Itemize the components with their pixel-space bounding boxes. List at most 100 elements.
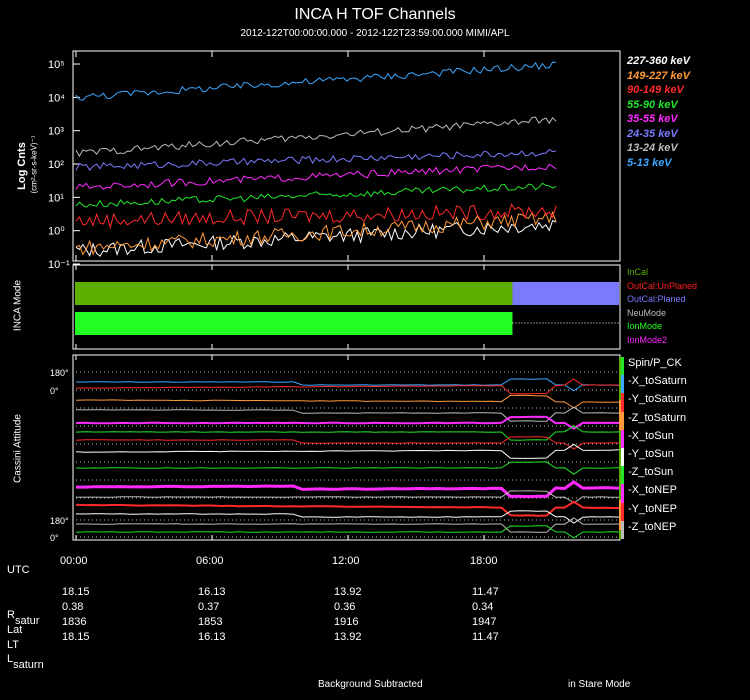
ephemeris-value: 1916	[334, 616, 359, 628]
flux-legend-item: 90-149 keV	[627, 84, 684, 96]
flux-ytick-label: 10⁴	[48, 92, 65, 104]
attitude-trace	[75, 378, 620, 395]
mode-band	[75, 312, 513, 335]
flux-ytick-label: 10⁵	[48, 59, 65, 71]
attitude-side-marker	[619, 400, 622, 430]
attitude-trace	[75, 415, 620, 430]
attitude-legend-item: -Y_toNEP	[621, 502, 687, 521]
attitude-trace	[76, 378, 620, 392]
ephemeris-value: 0.38	[62, 601, 84, 613]
ephemeris-value: 1836	[62, 616, 87, 628]
mode-ylabel: INCA Mode	[12, 279, 24, 332]
ephemeris-row-label: LT	[7, 639, 20, 651]
attitude-legend-item: -Y_toSun	[621, 447, 687, 467]
attitude-legend-item: -X_toSaturn	[621, 375, 687, 394]
ephemeris-row-label: Lsaturn	[7, 653, 44, 671]
flux-ytick-label: 10⁰	[48, 226, 65, 238]
flux-panel-frame	[72, 50, 621, 262]
mode-legend-item: IonMode	[627, 321, 663, 332]
x-tick-label: 18:00	[470, 555, 498, 567]
x-tick-label: 06:00	[196, 555, 224, 567]
flux-legend-item: 227-360 keV	[627, 55, 690, 67]
ephemeris-value: 16.13	[198, 586, 226, 598]
ephemeris-row-label: Lat	[7, 624, 23, 636]
flux-series-line	[75, 220, 557, 257]
attitude-panel-frame	[72, 354, 621, 541]
ephemeris-value: 11.47	[472, 586, 499, 598]
ephemeris-row-label: Rsatur	[7, 609, 40, 627]
flux-legend-item: 5-13 keV	[627, 156, 672, 169]
mode-legend-item: OutCal:Planed	[627, 294, 686, 305]
mode-band	[512, 282, 619, 305]
x-tick-label: 12:00	[332, 555, 360, 567]
ephemeris-value: 13.92	[334, 586, 362, 598]
ephemeris-value: 1947	[472, 616, 497, 628]
attitude-ylabel: Cassini Attitude	[12, 414, 24, 483]
flux-legend-item: 13-24 keV	[627, 142, 678, 154]
x-tick-label: 00:00	[60, 555, 88, 567]
footer-left: Background Subtracted	[318, 679, 423, 690]
mode-legend-item: OutCal:UnPlaned	[627, 280, 698, 291]
attitude-trace	[75, 525, 620, 539]
ephemeris-row-sublabel: satur	[14, 615, 40, 627]
attitude-legend-item: -X_toSun	[621, 429, 687, 448]
flux-series-line	[75, 210, 557, 256]
attitude-trace	[76, 517, 620, 533]
flux-legend-item: 24-35 keV	[627, 127, 678, 140]
mode-band	[75, 282, 513, 305]
mode-legend: InCal OutCal:UnPlaned OutCal:Planed NeuMode…	[627, 267, 697, 349]
attitude-ytick-label: 0°	[50, 533, 59, 543]
ephemeris-value: 16.13	[198, 631, 226, 643]
ephemeris-table: 00:00 06:00 12:00 18:00 UTC 18.15 16.13 13.92 11…	[0, 555, 750, 690]
flux-ylabel-units: (cm²-sr-s-keV)⁻¹	[29, 135, 39, 194]
flux-ytick-label: 10⁻¹	[48, 259, 70, 271]
flux-legend: 227-360 keV 149-227 keV 90-149 keV 55-90 ke…	[627, 55, 690, 171]
attitude-ytick-label: 180°	[50, 516, 69, 526]
ephemeris-value: 11.47	[472, 631, 499, 643]
attitude-legend-item: -Z_toSun	[621, 466, 687, 485]
attitude-legend-item: -Y_toSaturn	[621, 393, 687, 412]
ephemeris-value: 1853	[198, 616, 223, 628]
flux-ylabel: Log Cnts (cm²-sr-s-keV)⁻¹	[2, 136, 42, 200]
flux-legend-item: 149-227 keV	[627, 69, 690, 82]
ephemeris-value: 0.34	[472, 601, 494, 613]
ephemeris-value: 18.15	[62, 586, 90, 598]
attitude-trace	[75, 500, 620, 517]
flux-ytick-label: 10³	[48, 126, 64, 138]
ephemeris-row-sublabel: saturn	[13, 659, 44, 671]
flux-ylabel-text: Log Cnts	[16, 142, 28, 190]
ephemeris-value: 0.36	[334, 601, 356, 613]
flux-series-line	[75, 148, 557, 171]
attitude-trace	[75, 443, 620, 459]
mode-legend-item: IonMode2	[627, 334, 668, 345]
mode-legend-item: InCal	[627, 267, 649, 277]
attitude-side-marker	[619, 500, 622, 530]
chart-subtitle: 2012-122T00:00:00.000 - 2012-122T23:59:0…	[240, 28, 510, 39]
attitude-trace	[75, 406, 620, 422]
attitude-legend-item: -X_toNEP	[621, 484, 687, 503]
attitude-trace	[76, 480, 620, 499]
mode-legend-item: NeuMode	[627, 307, 667, 318]
attitude-trace	[75, 490, 619, 504]
flux-legend-item: 55-90 keV	[627, 98, 678, 111]
flux-series-line	[75, 182, 557, 208]
attitude-ytick-label: 0°	[50, 386, 59, 396]
ephemeris-value: 18.15	[62, 631, 90, 643]
attitude-ytick-label: 180°	[50, 368, 69, 378]
attitude-legend-item: -Z_toSaturn	[621, 411, 687, 430]
ephemeris-value: 0.37	[198, 601, 220, 613]
ephemeris-value: 13.92	[334, 631, 362, 643]
flux-series-line	[75, 61, 557, 101]
flux-ytick-label: 10²	[48, 159, 64, 171]
attitude-trace	[75, 394, 620, 409]
mode-panel-frame	[72, 264, 621, 350]
footer-right: in Stare Mode	[568, 679, 631, 690]
ephemeris-row-label: UTC	[7, 564, 30, 576]
attitude-legend-item: -Z_toNEP	[621, 520, 687, 539]
attitude-legend: Spin/P_CK -X_toSaturn -Y_toSaturn -Z_toSatu…	[621, 357, 687, 539]
attitude-trace	[75, 461, 620, 475]
flux-series-line	[75, 116, 557, 158]
flux-series-line	[75, 163, 557, 190]
chart-title: INCA H TOF Channels	[294, 6, 456, 23]
